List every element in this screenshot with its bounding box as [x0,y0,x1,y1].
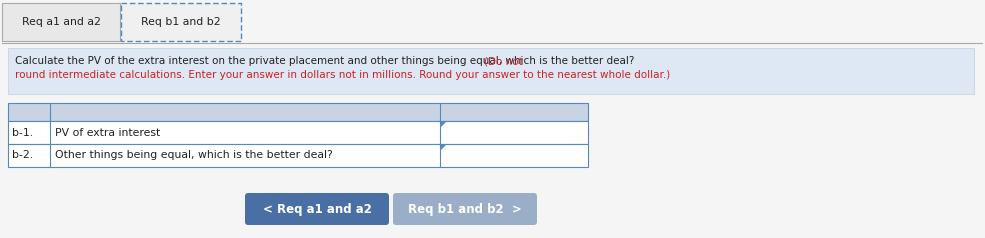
FancyBboxPatch shape [8,48,974,94]
FancyBboxPatch shape [245,193,389,225]
FancyBboxPatch shape [2,3,120,41]
FancyBboxPatch shape [8,103,588,121]
Text: b-2.: b-2. [12,150,33,160]
Polygon shape [441,122,446,127]
Text: (Do not: (Do not [484,56,523,66]
Text: Other things being equal, which is the better deal?: Other things being equal, which is the b… [55,150,333,160]
Text: Req b1 and b2: Req b1 and b2 [141,17,221,27]
Text: Req b1 and b2  >: Req b1 and b2 > [408,203,522,215]
Text: Calculate the PV of the extra interest on the private placement and other things: Calculate the PV of the extra interest o… [15,56,637,66]
FancyBboxPatch shape [8,121,588,144]
Text: < Req a1 and a2: < Req a1 and a2 [263,203,371,215]
Text: b-1.: b-1. [12,128,33,138]
Text: round intermediate calculations. Enter your answer in dollars not in millions. R: round intermediate calculations. Enter y… [15,70,670,80]
FancyBboxPatch shape [121,3,241,41]
FancyBboxPatch shape [8,144,588,167]
FancyBboxPatch shape [393,193,537,225]
Text: Req a1 and a2: Req a1 and a2 [22,17,100,27]
Text: PV of extra interest: PV of extra interest [55,128,161,138]
Polygon shape [441,145,446,150]
